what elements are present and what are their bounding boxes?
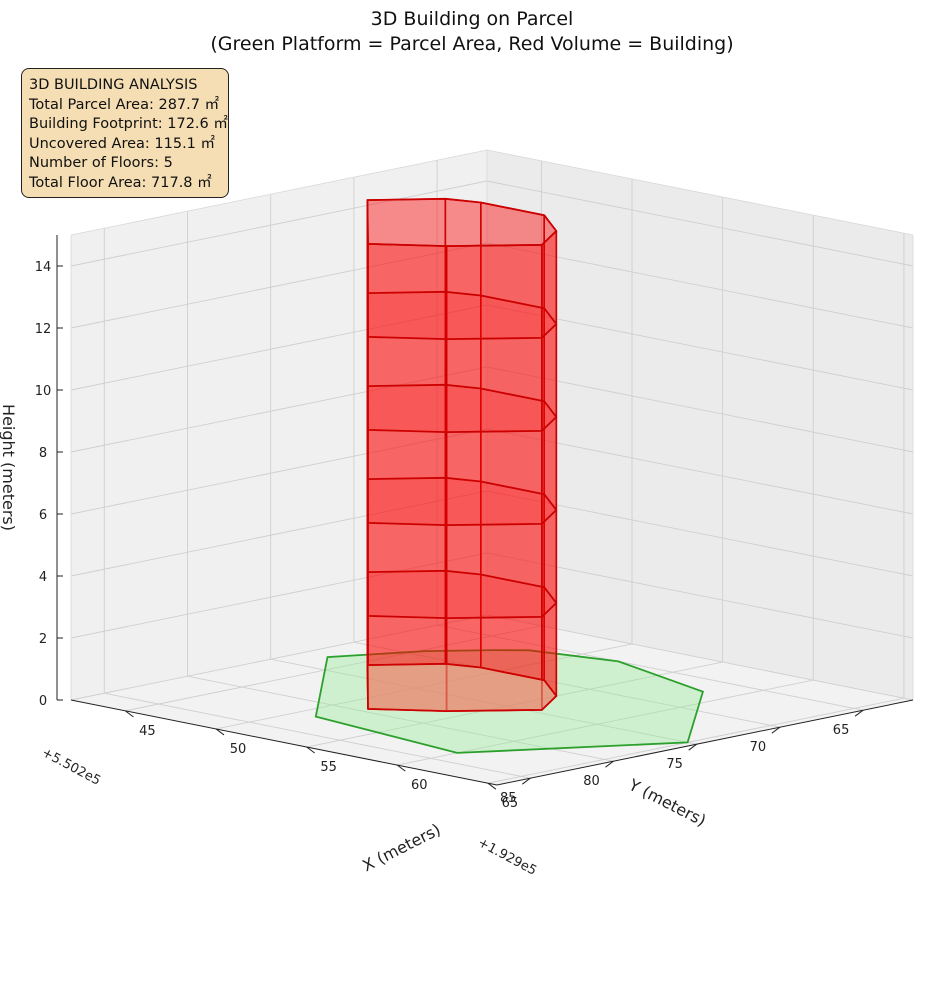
gridline-z-right xyxy=(486,180,914,267)
y-offset-text: +5.502e5 xyxy=(39,745,103,788)
x-tick-label: 45 xyxy=(139,724,156,739)
z-tick-label: 0 xyxy=(39,694,47,709)
gridline-z-left xyxy=(70,428,488,515)
chart-subtitle: (Green Platform = Parcel Area, Red Volum… xyxy=(210,33,734,55)
z-tick-label: 10 xyxy=(35,384,52,399)
gridline-z-right xyxy=(486,428,914,515)
gridline-y xyxy=(436,624,864,711)
gridline-z-right xyxy=(486,614,914,701)
building-floor-slab xyxy=(366,197,558,248)
building-layer xyxy=(366,197,558,712)
x-tick-mark xyxy=(306,746,315,754)
gridline-x xyxy=(125,625,542,712)
building-wall xyxy=(541,230,558,711)
y-tick-mark xyxy=(771,726,781,734)
x-tick-label: 50 xyxy=(230,742,247,757)
back-right-pane xyxy=(487,150,913,700)
y-tick-label: 75 xyxy=(666,757,683,772)
x-axis-title: X (meters) xyxy=(359,820,443,876)
x-tick-mark xyxy=(487,782,497,790)
z-axis-title: Height (meters) xyxy=(0,404,18,531)
z-tick-label: 12 xyxy=(35,322,52,337)
gridline-y xyxy=(187,675,614,762)
y-tick-label: 85 xyxy=(500,791,517,806)
pane-edge xyxy=(486,149,914,236)
x-tick-label: 60 xyxy=(411,778,428,793)
z-tick-label: 14 xyxy=(35,260,52,275)
y-tick-label: 70 xyxy=(750,740,767,755)
gridlines xyxy=(70,149,914,784)
y-tick-mark xyxy=(854,709,864,717)
z-tick-label: 4 xyxy=(39,570,47,585)
y-axis-line xyxy=(496,699,914,786)
pane-edge xyxy=(70,149,488,236)
z-tick-label: 8 xyxy=(39,446,47,461)
gridline-z-left xyxy=(70,242,488,329)
gridline-z-left xyxy=(70,366,488,453)
gridline-z-right xyxy=(486,366,914,453)
analysis-info-box: 3D BUILDING ANALYSIS Total Parcel Area: … xyxy=(21,68,229,198)
info-building-footprint: Building Footprint: 172.6 ㎡ xyxy=(29,116,228,133)
info-total-parcel-area: Total Parcel Area: 287.7 ㎡ xyxy=(29,96,220,113)
building-floor-slab xyxy=(366,476,558,526)
info-floors: Number of Floors: 5 xyxy=(29,155,173,172)
z-tick-label: 2 xyxy=(39,632,47,647)
gridline-z-right xyxy=(486,490,914,577)
x-axis-line xyxy=(70,699,498,786)
gridline-y xyxy=(104,692,531,779)
x-tick-mark xyxy=(125,710,134,718)
info-total-floor-area: Total Floor Area: 717.8 ㎡ xyxy=(29,174,212,191)
gridline-z-left xyxy=(70,552,488,639)
gridline-z-left xyxy=(70,180,488,267)
info-heading: 3D BUILDING ANALYSIS xyxy=(29,77,198,93)
gridline-z-right xyxy=(486,552,914,639)
gridline-z-right xyxy=(486,242,914,329)
x-tick-mark xyxy=(396,764,406,772)
gridline-y xyxy=(353,641,780,728)
building-floor-slab xyxy=(366,569,558,619)
gridline-z-left xyxy=(70,614,488,701)
x-offset-text: +1.929e5 xyxy=(475,835,539,878)
gridline-z-right xyxy=(486,304,914,391)
y-axis-title: Y (meters) xyxy=(625,775,709,830)
building-floor-slab xyxy=(366,383,558,434)
building-floor-slab xyxy=(366,290,558,341)
info-uncovered-area: Uncovered Area: 115.1 ㎡ xyxy=(29,135,216,152)
chart-title: 3D Building on Parcel xyxy=(370,8,574,30)
back-left-pane xyxy=(71,150,487,700)
gridline-x xyxy=(397,679,814,766)
x-tick-label: 55 xyxy=(320,760,337,775)
y-tick-label: 65 xyxy=(833,723,850,738)
x-tick-mark xyxy=(215,728,225,736)
y-tick-mark xyxy=(688,743,697,751)
gridline-z-left xyxy=(70,304,488,391)
z-tick-label: 6 xyxy=(39,508,47,523)
building-base xyxy=(366,662,558,712)
x-tick-label: 65 xyxy=(502,796,519,811)
y-tick-mark xyxy=(605,760,614,768)
y-tick-mark xyxy=(521,777,531,785)
gridline-x xyxy=(487,697,905,784)
gridline-z-left xyxy=(70,490,488,577)
axis-panes xyxy=(71,150,913,785)
axes-layer xyxy=(56,235,914,786)
y-tick-label: 80 xyxy=(583,774,600,789)
